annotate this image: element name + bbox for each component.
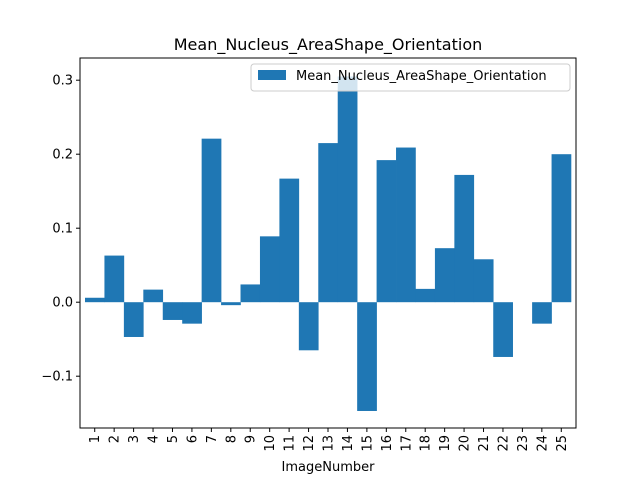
y-tick-label: 0.0 bbox=[52, 296, 73, 311]
x-tick-label: 10 bbox=[263, 435, 278, 452]
legend-label: Mean_Nucleus_AreaShape_Orientation bbox=[296, 69, 547, 84]
x-tick-label: 16 bbox=[380, 435, 395, 452]
x-axis-label: ImageNumber bbox=[282, 460, 376, 475]
bar-13 bbox=[318, 143, 339, 303]
bar-24 bbox=[532, 302, 552, 324]
x-tick-label: 4 bbox=[147, 435, 162, 443]
bar-9 bbox=[240, 284, 261, 303]
bar-4 bbox=[143, 289, 164, 303]
y-tick-label: 0.3 bbox=[52, 74, 73, 89]
bar-20 bbox=[454, 174, 475, 303]
x-tick-label: 2 bbox=[108, 435, 123, 443]
y-tick-label: 0.1 bbox=[52, 222, 73, 237]
bar-7 bbox=[201, 138, 222, 303]
x-tick-label: 8 bbox=[224, 435, 239, 443]
x-tick-label: 3 bbox=[127, 435, 142, 443]
x-tick-label: 6 bbox=[185, 435, 200, 443]
x-tick-label: 1 bbox=[88, 435, 103, 443]
bar-22 bbox=[493, 302, 513, 357]
x-tick-label: 18 bbox=[419, 435, 434, 452]
bar-18 bbox=[415, 288, 436, 303]
x-tick-label: 17 bbox=[399, 435, 414, 452]
x-tick-label: 21 bbox=[477, 435, 492, 452]
bar-11 bbox=[279, 178, 300, 303]
bar-1 bbox=[85, 297, 105, 303]
bar-19 bbox=[434, 248, 455, 303]
bar-21 bbox=[473, 259, 494, 303]
bar-15 bbox=[357, 302, 377, 411]
x-tick-label: 13 bbox=[322, 435, 337, 452]
legend-swatch bbox=[258, 70, 286, 80]
x-tick-label: 23 bbox=[516, 435, 531, 452]
bar-14 bbox=[337, 76, 358, 303]
y-tick-label: −0.1 bbox=[41, 370, 73, 385]
bar-2 bbox=[104, 255, 125, 303]
bar-10 bbox=[259, 236, 280, 303]
chart-title: Mean_Nucleus_AreaShape_Orientation bbox=[174, 35, 483, 55]
x-tick-label: 19 bbox=[438, 435, 453, 452]
bar-3 bbox=[123, 302, 144, 337]
x-tick-label: 14 bbox=[341, 435, 356, 452]
y-tick-label: 0.2 bbox=[52, 148, 73, 163]
bar-25 bbox=[551, 154, 572, 303]
bar-6 bbox=[182, 302, 202, 324]
x-tick-label: 22 bbox=[496, 435, 511, 452]
y-axis-ticks: −0.1 0.0 0.1 0.2 0.3 bbox=[41, 74, 80, 385]
x-tick-label: 15 bbox=[360, 435, 375, 452]
x-axis-ticks: 1 2 3 4 5 6 7 8 9 10 11 12 13 14 15 16 17 18 19 20 21 22 23 24 2… bbox=[88, 428, 570, 452]
bar-16 bbox=[376, 160, 397, 303]
x-tick-label: 9 bbox=[244, 435, 259, 443]
x-tick-label: 5 bbox=[166, 435, 181, 443]
x-tick-label: 7 bbox=[205, 435, 220, 443]
bar-5 bbox=[162, 302, 183, 320]
x-tick-label: 25 bbox=[555, 435, 570, 452]
bar-17 bbox=[396, 147, 416, 303]
bars-group bbox=[85, 76, 572, 411]
legend-box bbox=[250, 63, 571, 92]
x-tick-label: 11 bbox=[283, 435, 298, 452]
bar-8 bbox=[221, 302, 241, 306]
legend: Mean_Nucleus_AreaShape_Orientation bbox=[250, 63, 571, 92]
x-tick-label: 12 bbox=[302, 435, 317, 452]
x-tick-label: 20 bbox=[458, 435, 473, 452]
x-tick-label: 24 bbox=[535, 435, 550, 452]
bar-12 bbox=[298, 302, 319, 351]
plot-frame bbox=[79, 57, 577, 429]
